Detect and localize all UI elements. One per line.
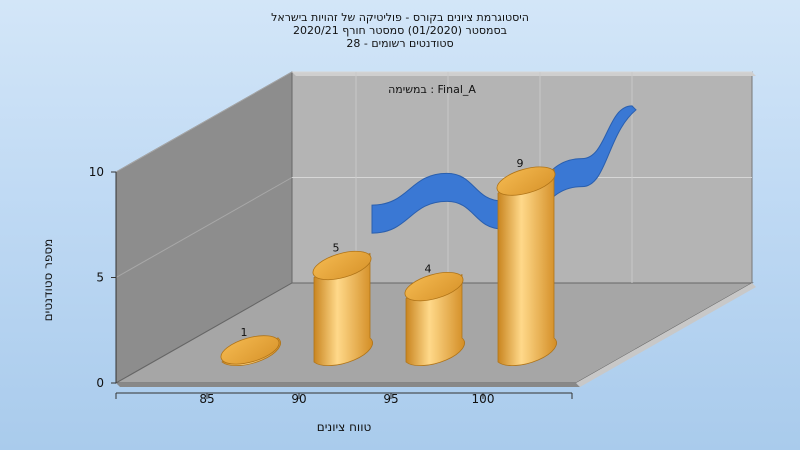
x-axis-title: טווח ציונים bbox=[317, 420, 372, 434]
bar-body bbox=[497, 168, 557, 367]
axes: 0 5 10 85 90 95 100 bbox=[89, 165, 573, 406]
x-tick-label: 85 bbox=[199, 392, 214, 406]
bar-top-cap bbox=[404, 272, 464, 302]
bar-top-cap bbox=[220, 335, 280, 365]
x-tick-label: 95 bbox=[383, 392, 398, 406]
bar-value-label: 1 bbox=[241, 326, 248, 339]
floor-front-rim bbox=[116, 383, 580, 387]
bar-value-label: 9 bbox=[517, 157, 524, 170]
bar-top-cap bbox=[496, 166, 556, 196]
x-tick-label: 90 bbox=[291, 392, 306, 406]
gridline-side bbox=[115, 71, 293, 173]
y-tick-label: 0 bbox=[96, 376, 104, 390]
curve-ribbon bbox=[371, 105, 637, 234]
y-tick-label: 10 bbox=[89, 165, 104, 179]
y-tick-label: 5 bbox=[96, 271, 104, 285]
chart-title-line-1: היסטוגרמת ציונים בקורס - פוליטיקה של זהו… bbox=[271, 11, 529, 24]
curve-series bbox=[371, 105, 637, 234]
chart-title-line-2: בסמסטר (01/2020) סמסטר חורף 2020/21 bbox=[293, 24, 507, 37]
back-wall-rim bbox=[292, 72, 756, 76]
bar-body bbox=[313, 252, 373, 367]
bar-top-cap bbox=[312, 250, 372, 281]
bar-value-label: 5 bbox=[333, 242, 340, 255]
bar-value-label: 4 bbox=[425, 263, 432, 276]
chart-title-line-3: סטודנטים רשומים - 28 bbox=[346, 37, 453, 50]
chart-annotation: במשימה : Final_A bbox=[388, 83, 476, 96]
bar-85: 1 bbox=[220, 326, 281, 367]
floor-right-rim bbox=[576, 283, 756, 387]
bar-90: 5 bbox=[312, 242, 373, 367]
bar-95: 4 bbox=[404, 263, 465, 367]
gridline-side bbox=[115, 177, 293, 278]
x-tick-label: 100 bbox=[472, 392, 495, 406]
gridlines bbox=[115, 71, 752, 283]
y-axis-title: מספר סטודנטים bbox=[41, 239, 55, 322]
bar-100: 9 bbox=[496, 157, 557, 367]
